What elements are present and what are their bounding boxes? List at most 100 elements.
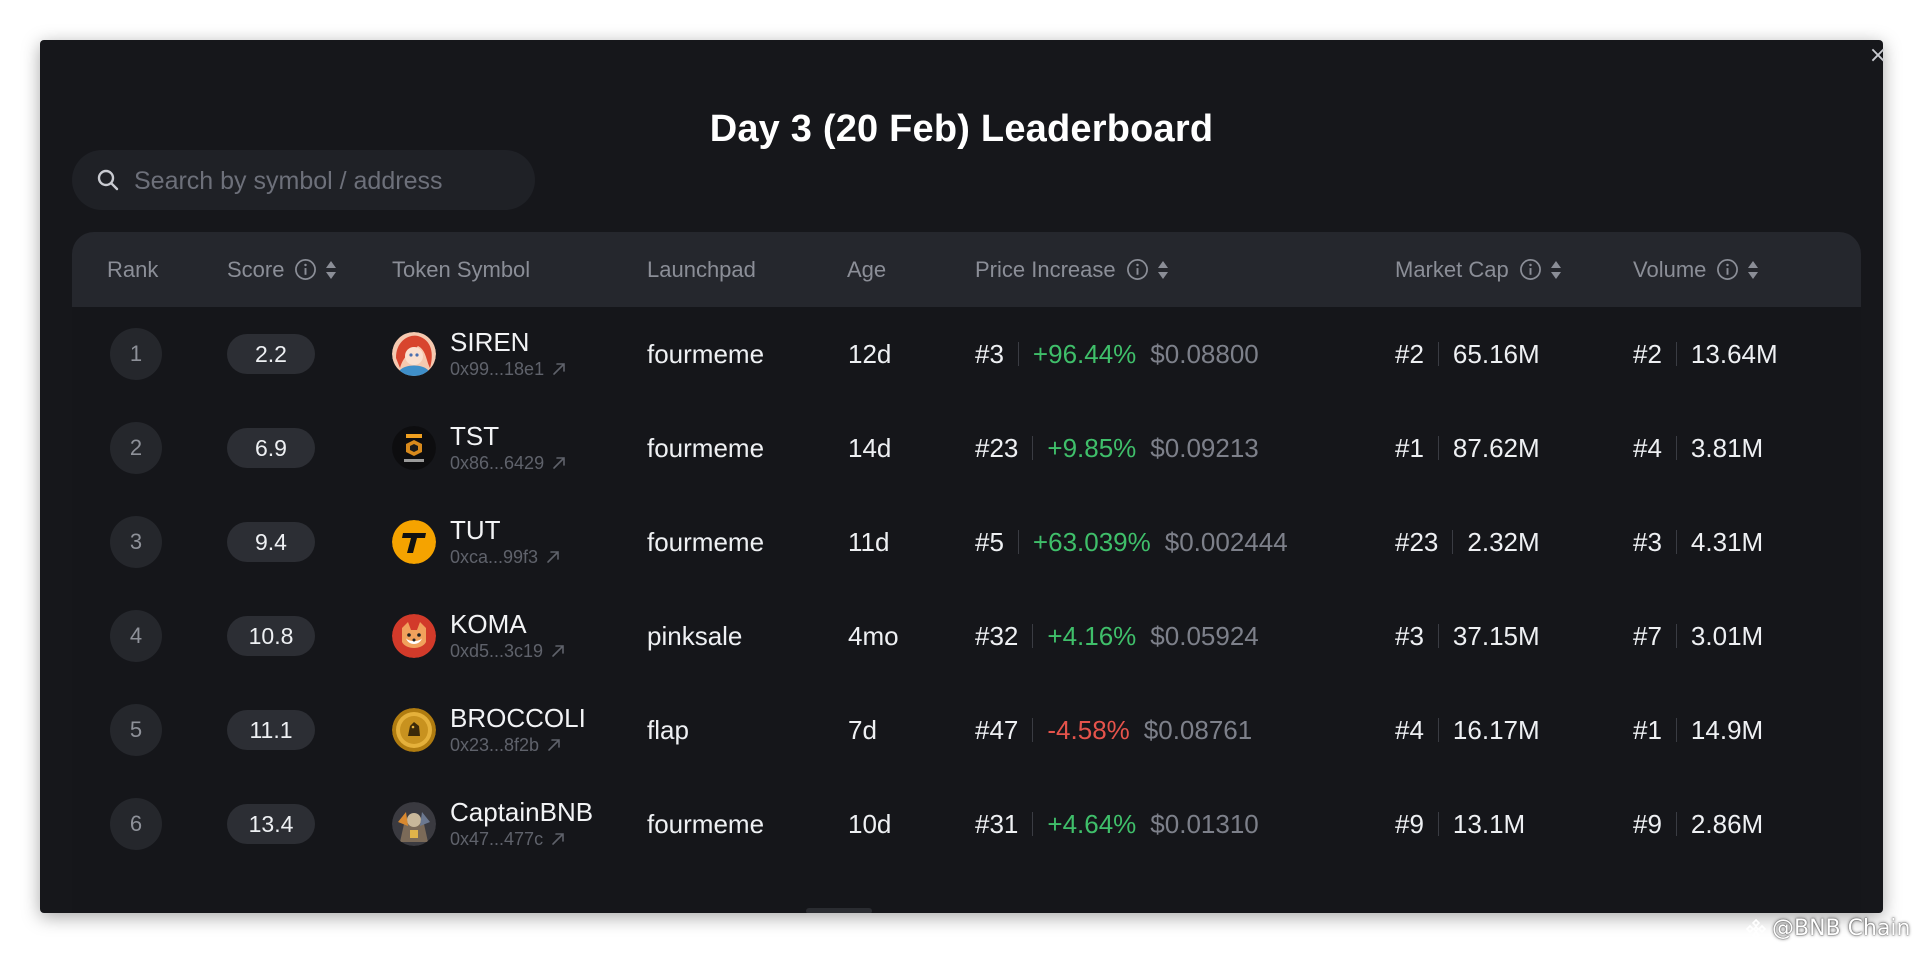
divider xyxy=(1437,342,1439,366)
token-cell[interactable]: KOMA 0xd5...3c19 xyxy=(392,589,565,683)
external-link-icon[interactable] xyxy=(552,362,566,376)
score-badge: 9.4 xyxy=(227,522,315,562)
volume-value: 2.86M xyxy=(1690,808,1764,839)
divider xyxy=(1675,530,1677,554)
rank-badge: 1 xyxy=(110,328,162,380)
sort-icon[interactable] xyxy=(1157,259,1169,281)
price-change: +4.16% xyxy=(1047,620,1137,651)
token-symbol[interactable]: KOMA xyxy=(450,609,527,639)
price-rank: #32 xyxy=(975,620,1019,651)
market-cap-rank: #23 xyxy=(1395,526,1439,557)
table-row[interactable]: 6 13.4 CaptainBNB 0x47...477c fourmeme 10d #31… xyxy=(72,777,1861,871)
token-address[interactable]: 0xd5...3c19 xyxy=(450,639,565,663)
score-cell: 2.2 xyxy=(227,307,315,401)
info-icon[interactable] xyxy=(1519,258,1542,281)
token-price: $0.05924 xyxy=(1150,620,1259,651)
sort-icon[interactable] xyxy=(1550,259,1562,281)
token-symbol[interactable]: CaptainBNB xyxy=(450,797,594,827)
token-cell[interactable]: CaptainBNB 0x47...477c xyxy=(392,777,593,871)
score-badge: 2.2 xyxy=(227,334,315,374)
score-cell: 13.4 xyxy=(227,777,315,871)
external-link-icon[interactable] xyxy=(552,456,566,470)
token-address[interactable]: 0x99...18e1 xyxy=(450,357,566,381)
volume-cell: #4 3.81M xyxy=(1633,401,1763,495)
token-cell[interactable]: TST 0x86...6429 xyxy=(392,401,566,495)
rank-cell: 1 xyxy=(110,307,162,401)
market-cap-cell: #4 16.17M xyxy=(1395,683,1540,777)
col-header-price-increase[interactable]: Price Increase xyxy=(975,232,1169,307)
volume-cell: #9 2.86M xyxy=(1633,777,1763,871)
col-header-rank[interactable]: Rank xyxy=(107,232,158,307)
koma-avatar-icon xyxy=(392,614,436,658)
launchpad-cell: fourmeme xyxy=(647,338,765,369)
token-cell[interactable]: TUT 0xca...99f3 xyxy=(392,495,560,589)
watermark-label: @BNB Chain xyxy=(1772,916,1911,941)
token-cell[interactable]: BROCCOLI 0x23...8f2b xyxy=(392,683,586,777)
age-cell: 14d xyxy=(848,432,892,463)
divider xyxy=(1017,342,1019,366)
external-link-icon[interactable] xyxy=(551,644,565,658)
info-icon[interactable] xyxy=(294,258,317,281)
token-price: $0.002444 xyxy=(1164,526,1288,557)
col-header-score[interactable]: Score xyxy=(227,232,337,307)
token-symbol[interactable]: BROCCOLI xyxy=(450,703,586,733)
col-header-market-cap[interactable]: Market Cap xyxy=(1395,232,1562,307)
token-address[interactable]: 0x23...8f2b xyxy=(450,733,586,757)
rank-badge: 5 xyxy=(110,704,162,756)
volume-cell: #7 3.01M xyxy=(1633,589,1763,683)
score-cell: 11.1 xyxy=(227,683,315,777)
col-header-market-cap-label: Market Cap xyxy=(1395,256,1509,282)
market-cap-cell: #1 87.62M xyxy=(1395,401,1540,495)
token-address[interactable]: 0xca...99f3 xyxy=(450,545,560,569)
divider xyxy=(1032,436,1034,460)
search-bar[interactable] xyxy=(72,150,535,210)
table-row[interactable]: 2 6.9 TST 0x86...6429 fourmeme 14d #23 +9.85% $0… xyxy=(72,401,1861,495)
token-cell[interactable]: SIREN 0x99...18e1 xyxy=(392,307,566,401)
info-icon[interactable] xyxy=(1716,258,1739,281)
col-header-volume[interactable]: Volume xyxy=(1633,232,1759,307)
scrollbar-thumb[interactable] xyxy=(806,908,872,913)
token-address-text: 0x99...18e1 xyxy=(450,359,545,379)
volume-cell: #2 13.64M xyxy=(1633,307,1778,401)
token-address[interactable]: 0x86...6429 xyxy=(450,451,566,475)
info-icon[interactable] xyxy=(1126,258,1149,281)
score-cell: 6.9 xyxy=(227,401,315,495)
token-address-text: 0x23...8f2b xyxy=(450,735,540,755)
token-address[interactable]: 0x47...477c xyxy=(450,827,593,851)
launchpad-cell: pinksale xyxy=(647,620,743,651)
market-cap-value: 2.32M xyxy=(1467,526,1540,557)
sort-icon[interactable] xyxy=(1747,259,1759,281)
market-cap-rank: #2 xyxy=(1395,338,1424,369)
external-link-icon[interactable] xyxy=(546,550,560,564)
token-symbol[interactable]: TUT xyxy=(450,515,501,545)
volume-rank: #4 xyxy=(1633,432,1662,463)
launchpad-cell: flap xyxy=(647,714,689,745)
market-cap-rank: #9 xyxy=(1395,808,1424,839)
price-change: -4.58% xyxy=(1047,714,1130,745)
col-header-age-label: Age xyxy=(847,256,887,282)
volume-value: 4.31M xyxy=(1690,526,1764,557)
price-change: +4.64% xyxy=(1047,808,1137,839)
external-link-icon[interactable] xyxy=(547,738,561,752)
divider xyxy=(1437,624,1439,648)
token-price: $0.01310 xyxy=(1150,808,1259,839)
sort-icon[interactable] xyxy=(325,259,337,281)
token-symbol[interactable]: SIREN xyxy=(450,327,530,357)
table-row[interactable]: 4 10.8 KOMA 0xd5...3c19 pinksale 4mo #32 +4.16%… xyxy=(72,589,1861,683)
search-input[interactable] xyxy=(132,160,516,202)
table-row[interactable]: 3 9.4 TUT 0xca...99f3 fourmeme 11d #5 +63.039% $… xyxy=(72,495,1861,589)
table-row[interactable]: 1 2.2 SIREN 0x99...18e1 fourmeme 12d #3 +96.44%… xyxy=(72,307,1861,401)
market-cap-cell: #23 2.32M xyxy=(1395,495,1540,589)
score-badge: 6.9 xyxy=(227,428,315,468)
table-row[interactable]: 5 11.1 BROCCOLI 0x23...8f2b flap 7d #47 -4.58% $… xyxy=(72,683,1861,777)
external-link-icon[interactable] xyxy=(551,832,565,846)
price-increase-cell: #23 +9.85% $0.09213 xyxy=(975,401,1259,495)
divider xyxy=(1017,530,1019,554)
rank-cell: 5 xyxy=(110,683,162,777)
close-icon[interactable]: × xyxy=(1868,43,1888,68)
rank-badge: 4 xyxy=(110,610,162,662)
launchpad-cell: fourmeme xyxy=(647,432,765,463)
price-change: +63.039% xyxy=(1032,526,1151,557)
leaderboard-modal: Day 3 (20 Feb) Leaderboard Rank Score xyxy=(40,40,1883,913)
token-symbol[interactable]: TST xyxy=(450,421,500,451)
